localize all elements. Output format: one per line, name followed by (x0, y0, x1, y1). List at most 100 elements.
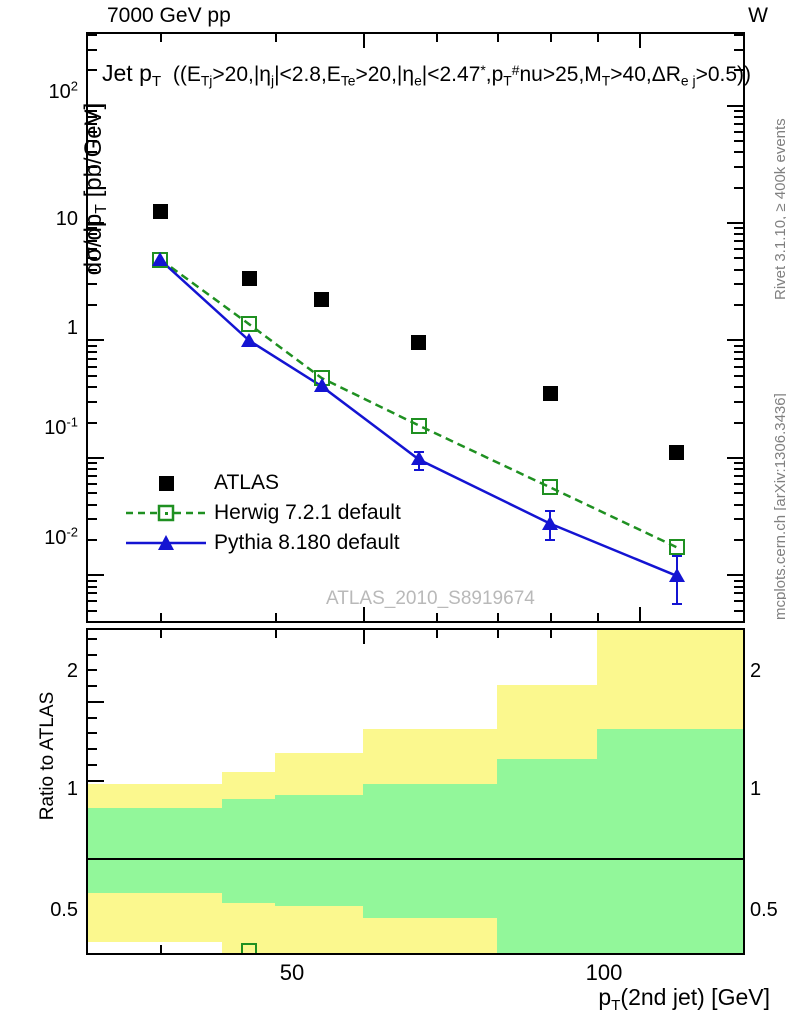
axis-tick (88, 34, 97, 36)
axis-tick (734, 365, 743, 368)
axis-tick (734, 475, 743, 478)
axis-tick (88, 462, 97, 465)
axis-tick (734, 151, 743, 154)
axis-tick (734, 283, 743, 286)
axis-tick (88, 166, 97, 169)
axis-tick (88, 653, 97, 656)
data-marker-herwig (668, 539, 685, 556)
axis-tick (550, 630, 553, 638)
axis-tick (88, 48, 97, 51)
data-marker-pythia (152, 252, 169, 267)
axis-tick (88, 503, 97, 506)
axis-tick (734, 538, 743, 541)
axis-tick (734, 600, 743, 603)
axis-tick (88, 763, 97, 766)
data-marker-atlas (411, 334, 427, 350)
xtick-label-100: 100 (585, 960, 623, 985)
axis-tick (734, 248, 743, 251)
axis-tick (160, 34, 163, 42)
axis-tick (88, 621, 97, 623)
axis-tick (88, 186, 97, 189)
axis-tick (88, 421, 97, 424)
axis-tick (88, 475, 97, 478)
axis-tick (274, 613, 277, 621)
legend-label-pythia: Pythia 8.180 default (214, 531, 400, 554)
axis-tick (88, 374, 97, 377)
axis-tick (734, 130, 743, 133)
axis-tick (88, 110, 97, 113)
axis-tick (88, 130, 97, 133)
main-data-layer (88, 34, 743, 623)
axis-tick (88, 609, 97, 612)
axis-tick (88, 716, 97, 719)
axis-tick (734, 482, 743, 485)
legend-item-atlas[interactable]: ATLAS (124, 468, 401, 498)
axis-tick (734, 110, 743, 113)
series-lines (159, 258, 678, 577)
axis-tick (88, 669, 97, 672)
axis-tick (734, 374, 743, 377)
axis-tick (734, 421, 743, 424)
ratio-band-inner (363, 784, 498, 919)
data-marker-atlas (314, 291, 330, 307)
axis-tick (734, 240, 743, 243)
axis-tick (734, 227, 743, 230)
axis-tick (88, 365, 97, 368)
watermark-label: ATLAS_2010_S8919674 (326, 588, 535, 609)
axis-tick (88, 122, 97, 125)
data-marker-pythia (668, 567, 685, 582)
axis-tick (160, 630, 163, 638)
axis-tick (88, 151, 97, 154)
axis-tick (734, 350, 743, 353)
axis-tick (727, 339, 743, 342)
axis-tick (734, 518, 743, 521)
legend-key-herwig (124, 498, 208, 528)
axis-tick (734, 268, 743, 271)
series-line-pythia (159, 259, 678, 577)
axis-tick (88, 69, 97, 72)
axis-tick (88, 953, 97, 955)
axis-tick (88, 104, 104, 107)
xtick-label-50: 50 (279, 960, 305, 985)
axis-tick (734, 257, 743, 260)
legend-label-atlas: ATLAS (214, 471, 279, 494)
axis-tick (727, 574, 743, 577)
legend-item-herwig[interactable]: Herwig 7.2.1 default (124, 498, 401, 528)
ratio-ytick-label-right-1: 1 (750, 778, 762, 800)
axis-tick (88, 350, 97, 353)
data-marker-pythia (241, 332, 258, 347)
axis-tick (734, 609, 743, 612)
ratio-plot-panel (86, 628, 745, 955)
axis-tick (727, 456, 743, 459)
axis-tick (363, 34, 366, 48)
axis-tick (734, 585, 743, 588)
data-marker-pythia (313, 378, 330, 393)
ratio-band-inner (221, 798, 275, 903)
ytick-label-1em2: 10-2 (44, 524, 78, 549)
ratio-reference-line (88, 858, 743, 861)
axis-tick (88, 339, 104, 342)
axis-tick (363, 630, 366, 644)
axis-tick (274, 630, 277, 638)
data-marker-pythia (542, 515, 559, 530)
error-bar-cap (545, 538, 556, 541)
axis-tick (734, 621, 743, 623)
axis-tick (88, 538, 97, 541)
legend-item-pythia[interactable]: Pythia 8.180 default (124, 528, 401, 558)
axis-tick (88, 637, 97, 640)
axis-tick (497, 34, 500, 42)
data-marker-atlas (542, 385, 558, 401)
axis-tick (160, 613, 163, 621)
axis-tick (88, 233, 97, 236)
axis-tick (363, 607, 366, 621)
error-bar-cap (413, 468, 424, 471)
dashed-line-icon (126, 504, 206, 522)
axis-tick (734, 386, 743, 389)
axis-tick (550, 613, 553, 621)
axis-tick (734, 34, 743, 36)
axis-tick (638, 607, 641, 621)
axis-tick (88, 283, 97, 286)
axis-tick (88, 492, 97, 495)
axis-tick (734, 69, 743, 72)
axis-tick (274, 34, 277, 42)
